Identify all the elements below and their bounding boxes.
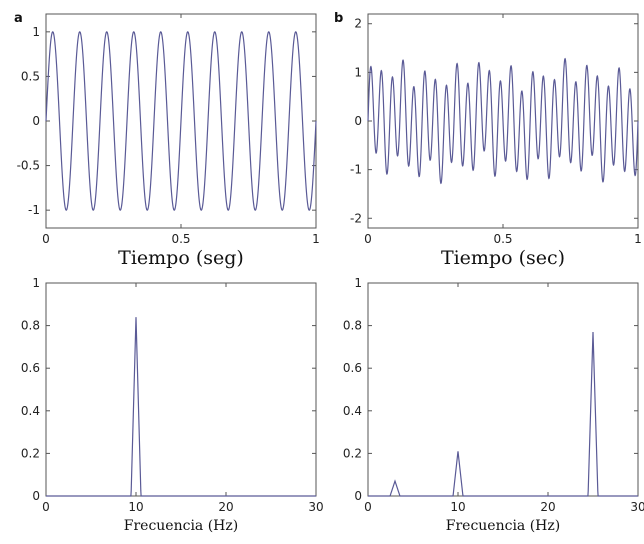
x-axis-label: Tiempo (seg)	[118, 247, 244, 269]
y-tick-label: 0	[354, 114, 362, 128]
y-tick-label: 0	[354, 489, 362, 503]
y-tick-label: 0.4	[343, 404, 362, 418]
y-tick-label: 1	[354, 276, 362, 290]
y-tick-label: -1	[350, 163, 362, 177]
x-tick-label: 0.5	[493, 232, 512, 246]
y-tick-label: 0.6	[21, 361, 40, 375]
x-tick-label: 0	[42, 232, 50, 246]
series-line-2-1	[367, 57, 639, 185]
series-line-3-1	[46, 317, 316, 497]
x-tick-label: 0	[42, 500, 50, 514]
panel-letter: b	[334, 11, 343, 26]
x-tick-label: 10	[128, 500, 143, 514]
x-tick-label: 30	[630, 500, 644, 514]
x-tick-label: 0	[364, 500, 372, 514]
y-tick-label: -2	[350, 211, 362, 225]
x-tick-label: 10	[450, 500, 465, 514]
y-tick-label: 0.4	[21, 404, 40, 418]
x-tick-label: 0	[364, 232, 372, 246]
x-tick-label: 30	[308, 500, 323, 514]
chart-panel-2: -2 -1 0 1 2 0 0.5 1 Tiempo (sec) b	[334, 11, 642, 269]
y-tick-label: 0.5	[21, 69, 40, 83]
y-tick-label: 2	[354, 17, 362, 31]
y-tick-label: 0	[32, 489, 40, 503]
x-tick-label: 0.5	[171, 232, 190, 246]
y-tick-label: 0.8	[343, 319, 362, 333]
y-tick-label: 1	[32, 25, 40, 39]
y-tick-label: 0	[32, 114, 40, 128]
y-tick-label: 1	[354, 65, 362, 79]
x-axis-label: Frecuencia (Hz)	[124, 518, 238, 534]
y-tick-label: -0.5	[17, 159, 40, 173]
y-tick-label: 0.6	[343, 361, 362, 375]
chart-panel-1: -1 -0.5 0 0.5 1 0 0.5 1 Tiempo (seg) a	[14, 11, 320, 269]
x-tick-label: 20	[218, 500, 233, 514]
series-line-1-1	[45, 31, 317, 211]
plot-frame	[45, 282, 317, 497]
y-tick-label: -1	[28, 203, 40, 217]
x-tick-label: 1	[312, 232, 320, 246]
panel-letter: a	[14, 11, 23, 26]
y-tick-label: 0.2	[21, 446, 40, 460]
y-tick-label: 0.2	[343, 446, 362, 460]
x-axis-label: Frecuencia (Hz)	[446, 518, 560, 534]
x-axis-label: Tiempo (sec)	[441, 247, 565, 269]
series-line-4-1	[368, 331, 638, 497]
x-tick-label: 20	[540, 500, 555, 514]
y-tick-label: 1	[32, 276, 40, 290]
y-tick-label: 0.8	[21, 319, 40, 333]
x-tick-label: 1	[634, 232, 642, 246]
